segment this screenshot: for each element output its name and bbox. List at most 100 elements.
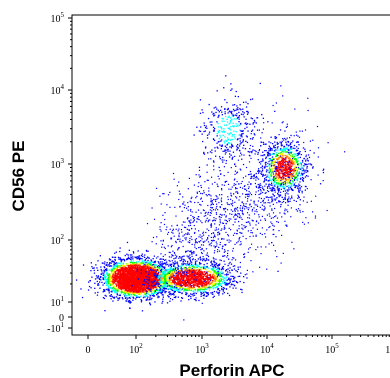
event-dot — [173, 291, 175, 294]
event-dot — [144, 293, 146, 295]
event-dot — [109, 288, 111, 290]
event-dot — [175, 277, 177, 280]
event-dot — [156, 287, 159, 290]
event-dot — [131, 280, 134, 282]
event-dot — [144, 277, 146, 280]
event-dot — [133, 263, 136, 265]
event-dot — [145, 275, 147, 277]
event-dot — [153, 295, 155, 297]
event-dot — [121, 282, 123, 284]
event-dot — [114, 280, 116, 282]
event-dot — [138, 289, 140, 291]
event-dot — [276, 169, 278, 171]
event-dot — [218, 292, 220, 294]
event-dot — [149, 270, 151, 272]
event-dot — [213, 278, 215, 281]
event-dot — [130, 259, 133, 261]
event-dot — [184, 275, 186, 277]
event-dot — [212, 267, 214, 269]
event-dot — [292, 140, 294, 142]
event-dot — [205, 285, 208, 287]
event-dot — [169, 292, 171, 295]
event-dot — [145, 249, 148, 252]
event-dot — [163, 273, 165, 275]
event-dot — [131, 266, 133, 268]
event-dot — [189, 273, 191, 275]
event-dot — [186, 278, 188, 280]
event-dot — [190, 285, 192, 288]
event-dot — [282, 169, 284, 171]
event-dot — [290, 174, 292, 177]
event-dot — [159, 271, 161, 273]
event-dot — [272, 174, 275, 177]
event-dot — [239, 275, 241, 277]
event-dot — [148, 274, 151, 277]
event-dot — [278, 174, 280, 176]
event-dot — [176, 255, 178, 257]
event-dot — [146, 290, 148, 292]
event-dot — [122, 267, 125, 269]
event-dot — [132, 290, 134, 292]
event-dot — [168, 270, 170, 272]
event-dot — [152, 265, 154, 267]
event-dot — [201, 285, 204, 288]
event-dot — [123, 274, 126, 276]
event-dot — [207, 259, 209, 261]
event-dot — [136, 272, 138, 274]
event-dot — [170, 265, 173, 268]
event-dot — [138, 276, 140, 278]
event-dot — [199, 270, 201, 273]
event-dot — [133, 287, 136, 289]
event-dot — [102, 274, 104, 277]
event-dot — [209, 281, 211, 283]
event-dot — [139, 287, 141, 289]
event-dot — [223, 291, 225, 294]
event-dot — [138, 293, 141, 295]
event-dot — [202, 278, 204, 280]
event-dot — [129, 297, 131, 300]
event-dot — [115, 276, 117, 278]
event-dot — [213, 282, 216, 284]
event-dot — [111, 260, 114, 262]
event-dot — [147, 291, 150, 293]
event-dot — [205, 288, 208, 290]
event-dot — [178, 290, 180, 292]
event-dot — [171, 288, 173, 290]
event-dot — [161, 281, 164, 283]
event-dot — [279, 149, 282, 151]
event-dot — [170, 275, 172, 277]
event-dot — [274, 185, 277, 188]
event-dot — [129, 281, 131, 283]
event-dot — [152, 267, 154, 269]
event-dot — [142, 275, 145, 277]
event-dot — [198, 275, 200, 277]
event-dot — [133, 252, 135, 254]
event-dot — [130, 267, 132, 269]
event-dot — [150, 287, 152, 289]
event-dot — [208, 276, 210, 279]
event-dot — [121, 272, 123, 275]
event-dot — [103, 277, 105, 279]
event-dot — [163, 279, 165, 281]
event-dot — [198, 289, 200, 291]
event-dot — [142, 260, 144, 263]
event-dot — [168, 281, 170, 283]
event-dot — [169, 268, 171, 271]
event-dot — [151, 292, 153, 295]
event-dot — [146, 274, 149, 276]
event-dot — [132, 291, 134, 294]
event-dot — [177, 290, 179, 292]
event-dot — [165, 259, 167, 261]
event-dot — [177, 264, 179, 267]
event-dot — [293, 144, 296, 147]
event-dot — [132, 288, 134, 290]
event-dot — [176, 287, 178, 290]
event-dot — [216, 291, 218, 293]
event-dot — [146, 273, 148, 276]
event-dot — [189, 264, 191, 266]
event-dot — [96, 280, 98, 283]
event-dot — [198, 286, 200, 289]
event-dot — [167, 274, 169, 276]
event-dot — [173, 263, 175, 265]
event-dot — [159, 271, 161, 274]
